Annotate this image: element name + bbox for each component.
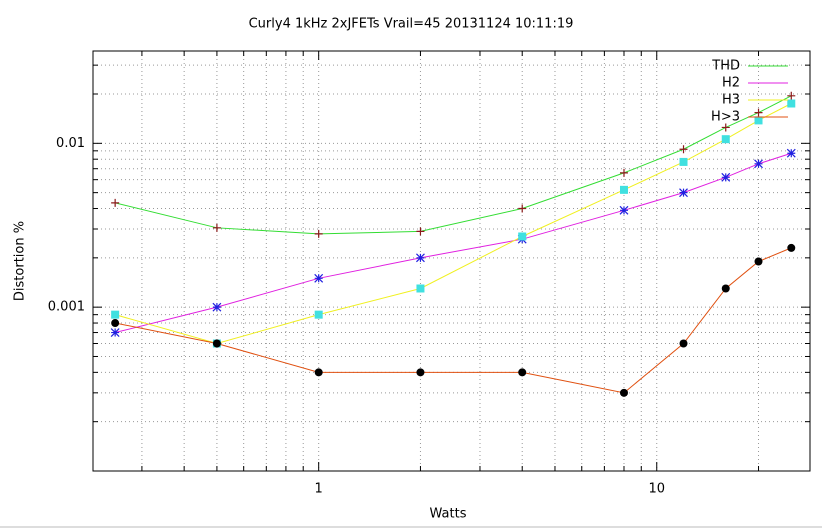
data-point	[314, 229, 323, 238]
data-point	[416, 253, 425, 263]
data-point	[619, 168, 628, 177]
series-line	[115, 95, 792, 235]
data-point	[619, 388, 628, 397]
data-point	[518, 204, 527, 213]
data-point	[619, 185, 628, 194]
data-point	[754, 257, 763, 266]
data-point	[111, 198, 120, 207]
data-point	[787, 99, 796, 108]
y-axis-label: Distortion %	[13, 221, 28, 301]
y-tick-label: 0.01	[56, 136, 85, 151]
data-point	[111, 319, 120, 328]
data-point	[787, 91, 796, 100]
data-point	[721, 123, 730, 132]
data-point	[314, 310, 323, 319]
x-axis-label: Watts	[430, 507, 467, 522]
data-point	[721, 284, 730, 293]
data-point	[314, 273, 324, 283]
data-point	[679, 339, 688, 348]
data-point	[679, 145, 688, 154]
series-line	[115, 247, 792, 394]
x-tick-label: 1	[315, 482, 323, 497]
x-tick-label: 10	[648, 482, 665, 497]
data-point	[416, 368, 425, 377]
legend-label: H3	[722, 93, 740, 108]
data-point	[212, 223, 221, 232]
data-point	[416, 284, 425, 293]
data-point	[787, 243, 796, 252]
plot-frame	[92, 50, 811, 472]
data-point	[619, 205, 629, 215]
data-point	[111, 310, 120, 319]
data-point	[754, 159, 763, 169]
series-line	[115, 152, 792, 334]
data-point	[754, 108, 763, 117]
data-point	[110, 328, 120, 337]
series-line	[115, 103, 792, 345]
data-point	[416, 227, 425, 236]
legend-label: H2	[722, 76, 740, 91]
data-point	[679, 188, 688, 198]
data-point	[518, 232, 527, 241]
data-point	[314, 368, 323, 377]
data-point	[212, 302, 222, 312]
data-point	[679, 157, 688, 166]
data-point	[754, 116, 763, 125]
chart-title: Curly4 1kHz 2xJFETs Vrail=45 20131124 10…	[249, 17, 574, 32]
data-point	[786, 148, 796, 158]
data-point	[721, 172, 731, 182]
data-point	[212, 339, 221, 348]
y-tick-label: 0.001	[48, 300, 85, 315]
data-point	[721, 135, 730, 144]
legend-label: H>3	[711, 110, 740, 125]
data-point	[518, 368, 527, 377]
legend-label: THD	[711, 59, 740, 74]
